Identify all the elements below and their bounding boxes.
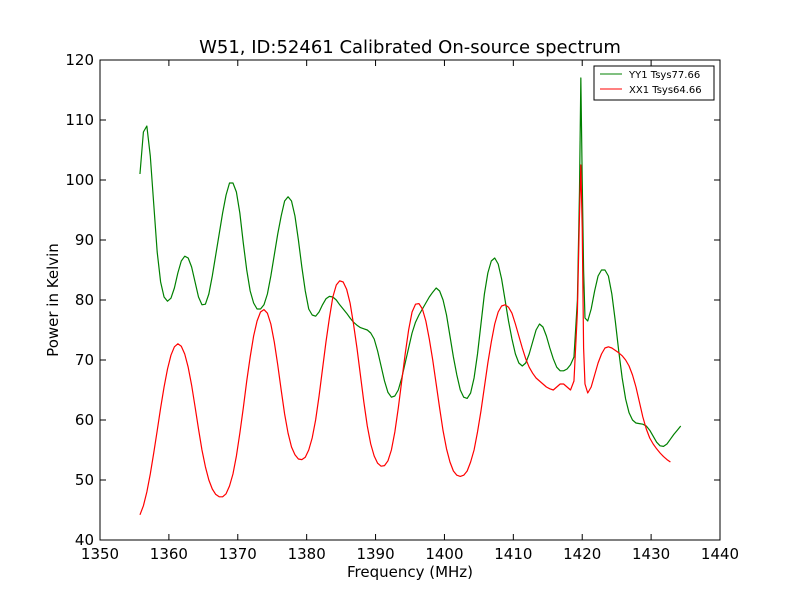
y-tick-label: 80 (75, 291, 94, 309)
x-tick-label: 1380 (288, 545, 326, 563)
y-tick-label: 70 (75, 351, 94, 369)
series-line-xx1 (139, 164, 671, 516)
chart-title: W51, ID:52461 Calibrated On-source spect… (199, 37, 621, 58)
legend-label-yy1: YY1 Tsys77.66 (628, 70, 700, 81)
x-axis-label: Frequency (MHz) (347, 563, 473, 581)
x-tick-label: 1420 (563, 545, 601, 563)
x-tick-label: 1360 (150, 545, 188, 563)
x-tick-label: 1410 (494, 545, 532, 563)
x-tick-label: 1390 (356, 545, 394, 563)
legend-label-xx1: XX1 Tsys64.66 (629, 85, 702, 96)
x-tick-label: 1350 (81, 545, 119, 563)
y-tick-label: 50 (75, 471, 94, 489)
x-tick-label: 1400 (425, 545, 463, 563)
y-tick-label: 40 (75, 531, 94, 549)
x-tick-label: 1440 (701, 545, 739, 563)
y-tick-label: 100 (65, 171, 94, 189)
plot-area (100, 60, 720, 540)
y-tick-label: 60 (75, 411, 94, 429)
x-tick-label: 1430 (632, 545, 670, 563)
y-tick-label: 120 (65, 51, 94, 69)
series-line-yy1 (139, 77, 682, 447)
legend: YY1 Tsys77.66 XX1 Tsys64.66 (593, 65, 715, 101)
x-tick-label: 1370 (219, 545, 257, 563)
y-axis-label: Power in Kelvin (44, 243, 62, 357)
y-tick-label: 110 (65, 111, 94, 129)
y-tick-label: 90 (75, 231, 94, 249)
legend-box (593, 65, 715, 101)
